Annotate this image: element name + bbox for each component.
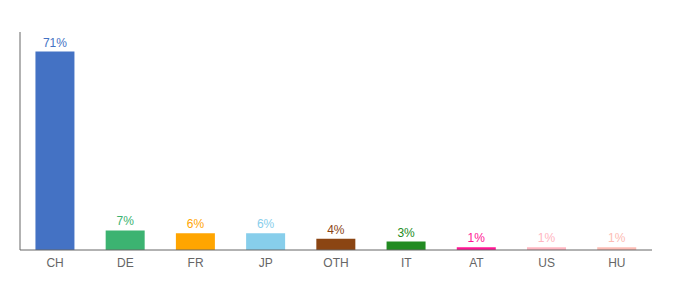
svg-text:71%: 71% bbox=[43, 36, 67, 50]
svg-text:DE: DE bbox=[117, 256, 134, 270]
svg-text:US: US bbox=[538, 256, 555, 270]
svg-text:7%: 7% bbox=[116, 214, 134, 228]
svg-text:1%: 1% bbox=[538, 231, 556, 245]
svg-text:FR: FR bbox=[188, 256, 204, 270]
svg-text:IT: IT bbox=[401, 256, 412, 270]
svg-text:1%: 1% bbox=[468, 231, 486, 245]
svg-text:HU: HU bbox=[608, 256, 625, 270]
svg-text:4%: 4% bbox=[327, 223, 345, 237]
svg-text:3%: 3% bbox=[397, 226, 415, 240]
svg-text:1%: 1% bbox=[608, 231, 626, 245]
svg-text:CH: CH bbox=[46, 256, 63, 270]
svg-text:6%: 6% bbox=[257, 217, 275, 231]
svg-text:6%: 6% bbox=[187, 217, 205, 231]
svg-text:AT: AT bbox=[469, 256, 484, 270]
svg-text:OTH: OTH bbox=[323, 256, 348, 270]
svg-text:JP: JP bbox=[259, 256, 273, 270]
